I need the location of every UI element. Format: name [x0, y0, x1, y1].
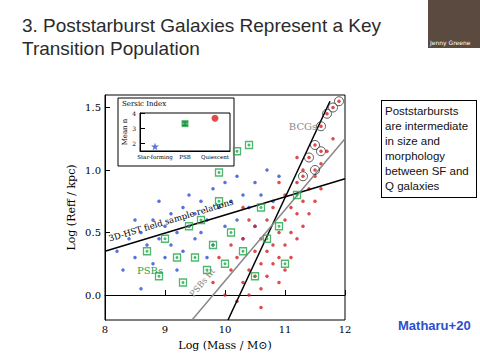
html-text:3. Poststarburst Galaxies Repr: 3. Poststarburst Galaxies Represent a Ke… [22, 15, 382, 36]
svg-text:3D-HST field sample relations: 3D-HST field sample relations [108, 196, 235, 243]
svg-text:Sersic Index: Sersic Index [122, 100, 166, 108]
svg-text:10: 10 [219, 324, 232, 335]
html-text:Matharu+20: Matharu+20 [398, 318, 471, 333]
svg-text:9: 9 [162, 324, 168, 335]
svg-text:Log (Mass / M⊙): Log (Mass / M⊙) [178, 339, 271, 352]
svg-text:1.0: 1.0 [85, 165, 101, 176]
svg-text:Log (Reff / kpc): Log (Reff / kpc) [65, 164, 78, 250]
svg-text:0.5: 0.5 [85, 227, 101, 238]
svg-text:Star-forming: Star-forming [137, 154, 173, 161]
svg-text:11: 11 [279, 324, 292, 335]
svg-text:2: 2 [132, 140, 136, 147]
svg-text:PSBs fit: PSBs fit [187, 266, 217, 299]
svg-text:8: 8 [102, 324, 108, 335]
svg-text:Mean n: Mean n [121, 118, 129, 145]
svg-text:12: 12 [339, 324, 352, 335]
svg-text:PSBs: PSBs [137, 265, 163, 276]
svg-text:3: 3 [132, 125, 136, 132]
svg-text:Quiescent: Quiescent [201, 154, 230, 160]
svg-text:0.0: 0.0 [85, 290, 101, 301]
svg-text:BCGs: BCGs [289, 121, 317, 132]
html-text:Jenny Greene: Jenny Greene [430, 39, 471, 46]
svg-text:PSB: PSB [179, 154, 191, 160]
html-text:Transition Population: Transition Population [22, 38, 200, 59]
svg-text:4: 4 [132, 110, 136, 117]
svg-text:1.5: 1.5 [85, 102, 101, 113]
html-text:Poststarbursts are intermediat: Poststarbursts are intermediate in size … [385, 105, 469, 192]
